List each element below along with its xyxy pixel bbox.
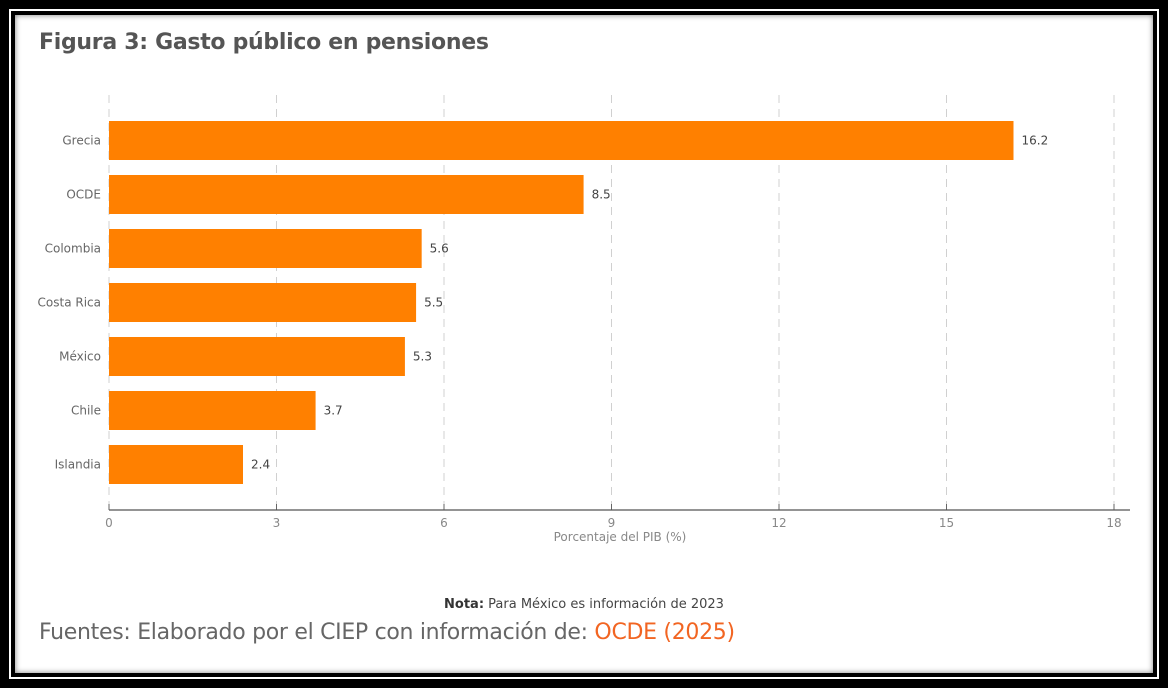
bar: [109, 229, 422, 268]
x-axis-label: Porcentaje del PIB (%): [554, 530, 687, 544]
bar: [109, 121, 1014, 160]
data-label: 5.6: [430, 242, 449, 256]
data-label: 2.4: [251, 458, 270, 472]
source-link[interactable]: OCDE (2025): [594, 620, 735, 645]
bar: [109, 283, 417, 322]
data-label: 5.3: [413, 350, 432, 364]
category-label: OCDE: [66, 188, 101, 202]
data-label: 5.5: [424, 296, 443, 310]
category-label: Costa Rica: [38, 296, 101, 310]
x-tick-label: 6: [440, 516, 448, 530]
note: Nota: Para México es información de 2023: [0, 597, 1168, 612]
x-tick-label: 0: [105, 516, 113, 530]
source: Fuentes: Elaborado por el CIEP con infor…: [39, 620, 735, 645]
source-text: Fuentes: Elaborado por el CIEP con infor…: [39, 620, 588, 645]
category-label: Colombia: [45, 242, 101, 256]
data-label: 16.2: [1022, 134, 1049, 148]
data-label: 8.5: [592, 188, 611, 202]
note-text: Para México es información de 2023: [488, 597, 724, 612]
data-label: 3.7: [324, 404, 343, 418]
note-label: Nota:: [444, 597, 485, 612]
x-tick-label: 15: [939, 516, 954, 530]
x-tick-label: 12: [771, 516, 786, 530]
bar: [109, 337, 405, 376]
bar: [109, 175, 584, 214]
x-tick-label: 3: [273, 516, 281, 530]
category-label: México: [59, 350, 101, 364]
bar: [109, 391, 316, 430]
bar: [109, 445, 243, 484]
x-tick-label: 18: [1106, 516, 1121, 530]
x-tick-label: 9: [608, 516, 616, 530]
category-label: Chile: [71, 404, 101, 418]
figure-title: Figura 3: Gasto público en pensiones: [39, 30, 489, 55]
category-label: Grecia: [62, 134, 101, 148]
category-label: Islandia: [55, 458, 101, 472]
